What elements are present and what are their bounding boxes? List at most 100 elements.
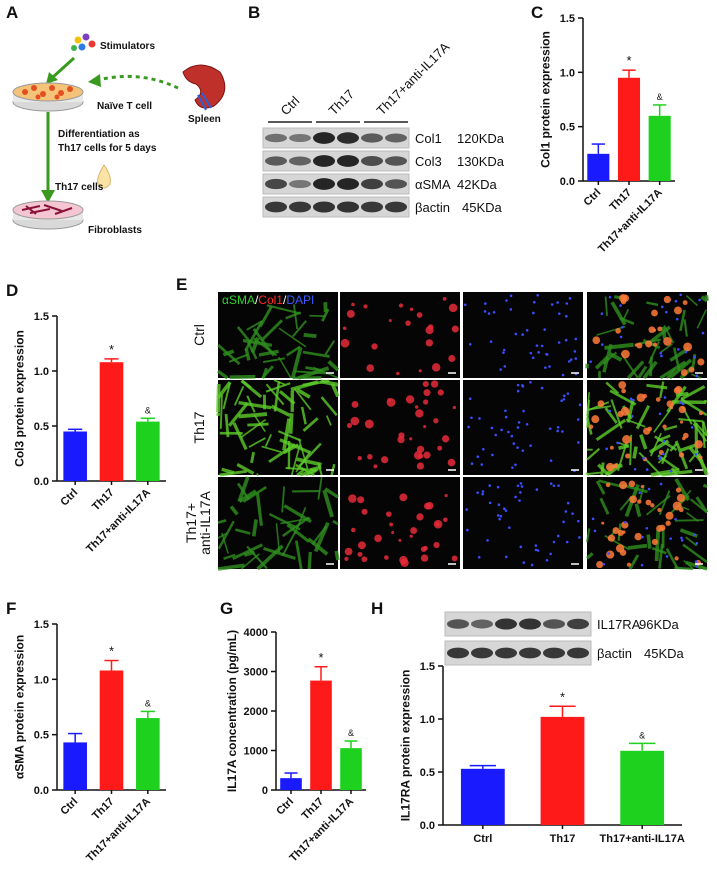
significance-mark: * xyxy=(626,53,631,68)
fibre xyxy=(585,552,594,560)
y-tick-label: 1.5 xyxy=(420,661,435,673)
red-cell xyxy=(340,338,350,348)
nucleus xyxy=(633,467,637,471)
fibre xyxy=(303,332,317,339)
red-cell xyxy=(442,296,447,301)
nucleus xyxy=(504,409,507,413)
red-cell xyxy=(388,319,392,323)
significance-mark: & xyxy=(145,698,151,708)
blot-strip xyxy=(444,611,592,637)
fibre xyxy=(625,418,646,428)
blot-band xyxy=(385,133,407,143)
fibre xyxy=(688,450,700,463)
arrow-head xyxy=(88,74,101,87)
fibre xyxy=(322,489,334,518)
red-cell xyxy=(361,556,368,563)
fibre xyxy=(609,389,637,406)
nucleus xyxy=(498,517,501,521)
blot-band xyxy=(313,155,335,167)
nucleus xyxy=(576,418,580,421)
fibre xyxy=(217,369,229,380)
row-label: Th17 xyxy=(191,411,207,443)
nucleus xyxy=(674,299,678,303)
fibre xyxy=(235,528,251,535)
fibre xyxy=(327,360,340,372)
red-cell xyxy=(672,501,682,511)
fibre xyxy=(250,451,256,464)
significance-mark: & xyxy=(657,92,663,102)
fibre xyxy=(260,319,283,342)
red-cell xyxy=(389,522,394,527)
fibre xyxy=(233,385,245,406)
bar xyxy=(136,718,160,790)
stimulator-dot xyxy=(82,33,90,41)
fibre xyxy=(332,520,339,526)
blot-band xyxy=(265,201,287,213)
nucleus xyxy=(481,492,484,496)
band-size: 96KDa xyxy=(639,617,680,632)
fibre xyxy=(586,471,601,476)
fibre xyxy=(275,523,281,553)
blot-band xyxy=(361,133,383,143)
micrograph xyxy=(463,292,583,378)
fibre xyxy=(238,412,268,419)
panel-label: B xyxy=(248,3,260,22)
red-cell xyxy=(601,521,605,525)
nucleus xyxy=(548,365,551,368)
fibre xyxy=(258,349,279,357)
diagram-label: Naïve T cell xyxy=(97,101,152,112)
fibre xyxy=(302,350,330,358)
fibre xyxy=(634,503,642,517)
red-cell xyxy=(621,521,629,529)
nucleus xyxy=(608,409,612,413)
significance-mark: * xyxy=(560,689,565,704)
red-cell xyxy=(363,304,368,309)
blot-band xyxy=(567,647,589,659)
red-cell xyxy=(591,415,600,424)
red-cell xyxy=(398,432,405,439)
fibre xyxy=(244,348,251,361)
fibre xyxy=(324,340,336,356)
nucleus xyxy=(521,385,525,388)
fibre xyxy=(334,550,340,561)
fibre xyxy=(281,529,297,557)
y-tick-label: 0.5 xyxy=(34,730,49,742)
fibre xyxy=(281,516,310,538)
fibre xyxy=(286,523,310,543)
nucleus xyxy=(552,540,556,544)
x-tick-label: Th17 xyxy=(607,187,634,214)
red-cell xyxy=(617,529,624,536)
y-tick-label: 1.5 xyxy=(560,13,575,25)
red-cell xyxy=(381,456,389,464)
bar xyxy=(340,748,362,790)
nucleus xyxy=(632,398,635,402)
panel-label: E xyxy=(176,275,187,294)
nucleus xyxy=(679,401,682,404)
fibre xyxy=(648,340,660,364)
nucleus xyxy=(565,314,568,318)
nucleus xyxy=(520,485,524,488)
fibre xyxy=(680,443,697,452)
fibre xyxy=(674,478,691,502)
dashed-arrow xyxy=(97,74,179,90)
micrograph xyxy=(585,292,709,380)
nucleus xyxy=(589,360,592,363)
t-cells xyxy=(22,85,73,100)
y-tick-label: 2000 xyxy=(244,706,268,718)
row-label: anti-IL17A xyxy=(197,490,213,554)
red-cell xyxy=(636,342,643,349)
band-name: IL17RA xyxy=(597,617,641,632)
fibre xyxy=(608,352,623,362)
fibre xyxy=(302,417,319,432)
y-tick-label: 0.0 xyxy=(34,785,49,797)
nucleus xyxy=(694,560,698,563)
fibre xyxy=(321,308,330,322)
bar xyxy=(540,716,585,825)
lane-label: Th17+anti-IL17A xyxy=(374,39,453,118)
stain: Col1 xyxy=(258,293,283,307)
blot-band xyxy=(337,132,359,144)
red-cell xyxy=(448,354,456,362)
fibre xyxy=(604,407,618,424)
nucleus xyxy=(543,328,546,331)
red-cell xyxy=(697,358,705,366)
